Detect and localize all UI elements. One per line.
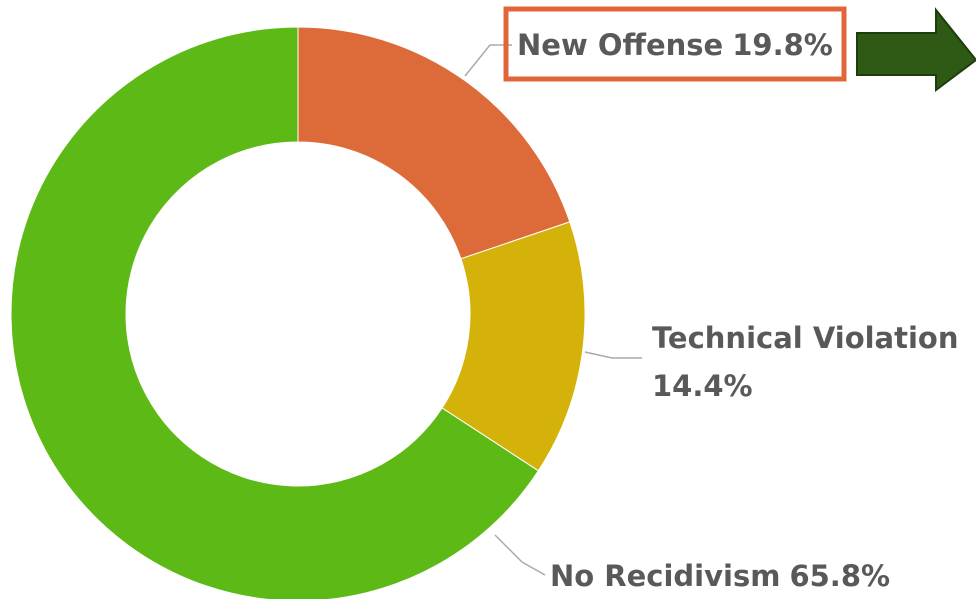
leader-line (584, 351, 642, 359)
value-label: 65.8% (789, 559, 890, 593)
donut (10, 26, 586, 599)
value-label: 19.8% (732, 28, 833, 62)
category-label: No Recidivism (550, 559, 780, 593)
category-label: Technical Violation (652, 321, 959, 355)
slice-label: No Recidivism 65.8% (550, 559, 890, 593)
category-label: New Offense (517, 28, 723, 62)
value-label: 14.4% (652, 369, 753, 403)
donut-slice (10, 26, 540, 599)
slice-label: New Offense 19.8% (517, 28, 833, 62)
leader-line (494, 534, 546, 576)
arrow (856, 7, 976, 92)
highlight-box (503, 6, 847, 82)
donut-slice (297, 26, 571, 260)
